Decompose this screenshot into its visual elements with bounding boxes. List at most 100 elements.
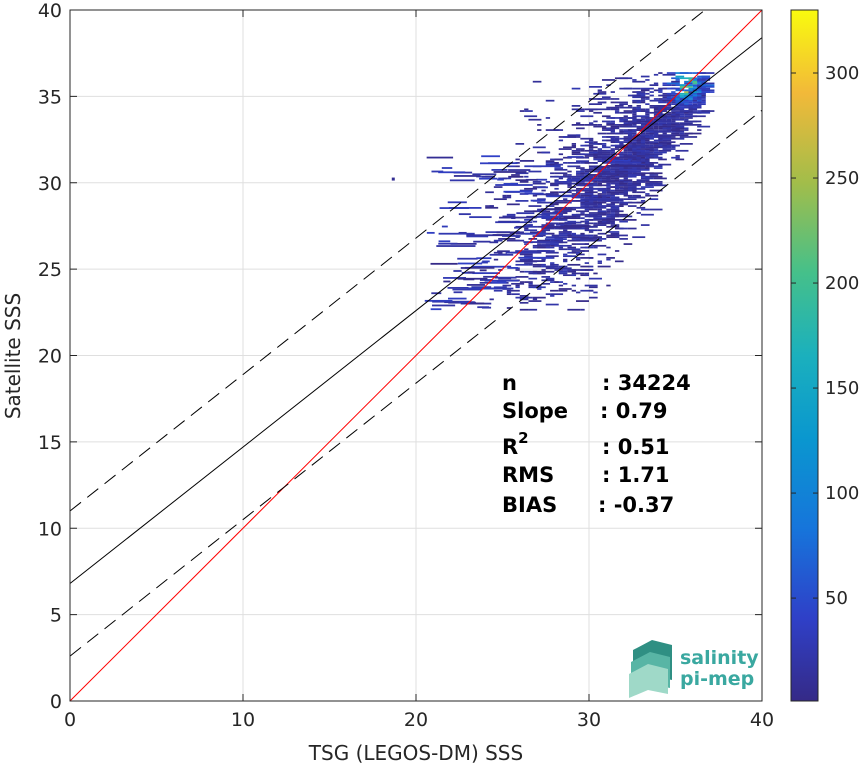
density-cell [610,201,620,204]
density-cell [632,148,637,150]
density-cell [545,160,555,163]
density-cell [554,200,564,202]
density-cell [558,232,572,235]
density-cell [567,165,577,168]
y-tick-label: 5 [50,605,62,627]
density-cell [515,263,529,266]
density-cell [571,143,577,145]
density-heatmap [391,72,715,311]
density-cell [610,108,620,111]
density-cell [524,270,529,273]
density-cell [636,120,650,123]
density-cell [426,231,435,234]
density-cell [544,226,582,229]
y-tick-label: 40 [38,0,62,22]
density-cell [658,94,672,97]
density-cell [662,84,672,87]
density-cell [567,224,572,226]
density-cell [507,267,519,269]
density-cell [566,179,580,181]
density-cell [701,82,715,85]
density-cell [493,186,503,188]
density-cell [649,175,663,178]
density-cell [601,168,615,171]
density-cell [438,171,466,174]
density-cell [627,136,633,138]
density-cell [610,208,620,211]
density-cell [666,82,680,85]
density-cell [443,280,451,283]
density-cell [533,216,561,218]
density-cell [684,94,689,97]
density-cell [627,153,633,156]
density-cell [567,263,581,266]
density-cell [614,111,620,114]
density-cell [610,151,615,154]
density-cell [645,184,654,187]
density-cell [610,177,620,180]
density-cell [701,89,715,92]
density-cell [532,80,542,83]
density-cell [571,151,581,154]
density-cell [675,77,680,80]
density-cell [658,139,663,142]
density-cell [627,205,637,207]
density-cell [576,110,585,112]
colorbar-tick-label: 100 [825,483,859,504]
density-cell [576,236,589,239]
density-cell [662,139,672,142]
reference-lines [70,10,762,701]
density-cell [593,125,607,128]
density-cell [506,289,520,292]
density-cell [430,308,442,311]
density-cell [524,243,529,245]
density-cell [563,260,568,263]
density-cell [653,84,659,87]
density-cell [653,122,659,125]
density-cell [606,258,611,261]
density-cell [558,217,572,220]
density-cell [692,120,698,123]
density-cell [632,96,646,99]
density-cell [571,189,585,192]
density-cell [649,189,663,192]
density-cell [525,232,548,235]
density-cell [571,250,585,252]
density-cell [544,238,567,240]
density-cell [610,206,620,209]
density-cell [558,284,564,287]
density-cell [589,265,594,268]
density-cell [610,234,615,237]
density-cell [567,270,577,273]
density-cell [537,198,546,201]
density-cell [610,137,615,140]
density-cell [593,165,610,168]
density-cell [576,187,585,190]
density-cell [580,250,589,252]
density-cell [593,244,607,247]
density-cell [675,129,680,131]
density-cell [443,277,466,279]
density-cell [558,246,564,249]
density-cell [614,158,624,161]
density-cell [679,117,693,119]
density-cell [589,219,594,221]
density-cell [571,269,585,271]
density-cell [524,175,529,178]
density-cell [653,148,659,150]
density-cell [589,98,602,100]
density-cell [585,187,604,190]
density-cell [584,284,598,287]
density-cell [658,101,667,104]
y-tick-label: 25 [38,259,62,281]
density-cell [614,196,620,199]
density-cell [697,99,702,102]
density-cell [619,118,628,121]
y-tick-label: 20 [38,346,62,368]
density-cell [697,125,711,128]
density-cell [508,169,531,171]
density-cell [536,178,548,181]
density-cell [597,203,602,206]
density-cell [606,164,645,167]
density-cell [684,103,689,106]
